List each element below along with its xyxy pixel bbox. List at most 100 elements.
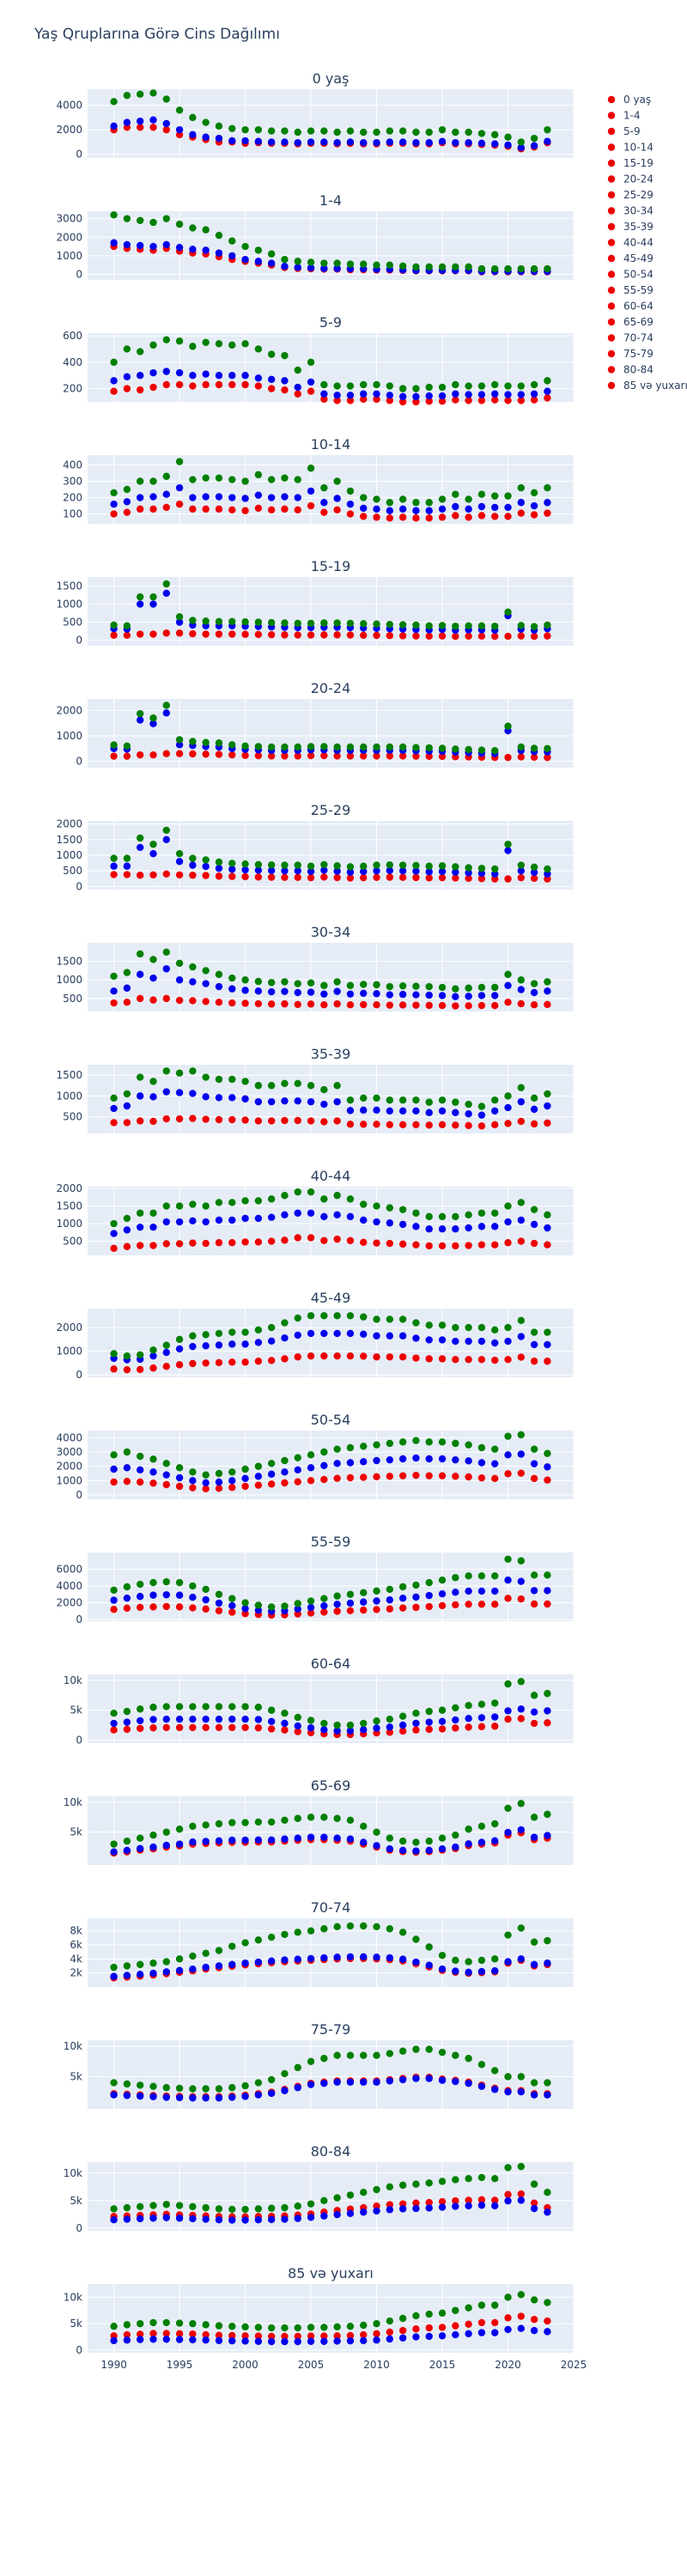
point-male bbox=[425, 1109, 433, 1116]
legend-item[interactable]: 45-49 bbox=[607, 252, 654, 264]
point-total bbox=[346, 1443, 355, 1452]
legend-item[interactable]: 65-69 bbox=[607, 316, 654, 328]
point-male bbox=[281, 1719, 289, 1728]
legend-item[interactable]: 80-84 bbox=[607, 364, 654, 376]
legend-item[interactable]: 55-59 bbox=[607, 284, 654, 296]
point-total bbox=[175, 849, 184, 858]
legend-label: 50-54 bbox=[623, 269, 654, 281]
legend-item[interactable]: 5-9 bbox=[607, 125, 641, 137]
point-male bbox=[307, 138, 315, 146]
point-male bbox=[320, 1833, 328, 1841]
y-tick-label: 0 bbox=[76, 1369, 82, 1381]
legend-item[interactable]: 75-79 bbox=[607, 348, 654, 360]
legend-item[interactable]: 15-19 bbox=[607, 157, 654, 169]
point-total bbox=[281, 2203, 289, 2212]
point-total bbox=[175, 106, 184, 114]
point-total bbox=[241, 1197, 249, 1205]
point-total bbox=[425, 1321, 433, 1329]
point-male bbox=[425, 138, 433, 147]
point-total bbox=[504, 492, 512, 500]
point-total bbox=[136, 834, 144, 842]
point-female bbox=[544, 632, 551, 640]
point-male bbox=[162, 2093, 170, 2101]
point-male bbox=[254, 1214, 263, 1223]
point-male bbox=[149, 849, 157, 858]
point-total bbox=[281, 351, 289, 360]
point-total bbox=[477, 1700, 486, 1708]
y-tick-label: 2000 bbox=[56, 124, 82, 136]
point-total bbox=[281, 619, 289, 627]
point-total bbox=[425, 1837, 433, 1845]
legend-item[interactable]: 20-24 bbox=[607, 173, 654, 185]
legend-item[interactable]: 25-29 bbox=[607, 189, 654, 201]
legend-item[interactable]: 50-54 bbox=[607, 269, 654, 281]
legend-item[interactable]: 40-44 bbox=[607, 237, 654, 249]
point-male bbox=[425, 868, 433, 876]
point-total bbox=[189, 113, 197, 122]
point-female bbox=[254, 1481, 263, 1489]
point-total bbox=[228, 1199, 236, 1206]
point-total bbox=[373, 1202, 380, 1210]
point-male bbox=[465, 2330, 472, 2338]
point-total bbox=[110, 1350, 118, 1358]
point-male bbox=[386, 392, 394, 399]
point-total bbox=[373, 1828, 380, 1836]
legend-item[interactable]: 70-74 bbox=[607, 332, 654, 344]
point-male bbox=[189, 494, 197, 501]
legend-item[interactable]: 35-39 bbox=[607, 221, 654, 233]
legend[interactable]: 0 yaş 1-4 5-9 10-14 15-19 20-24 25-29 30-34 35-3… bbox=[607, 94, 687, 392]
point-male bbox=[189, 2094, 197, 2102]
point-male bbox=[544, 1959, 551, 1967]
y-tick-label: 1000 bbox=[56, 598, 82, 611]
point-female bbox=[360, 752, 368, 760]
point-female bbox=[465, 513, 472, 521]
point-male bbox=[412, 1719, 420, 1728]
point-male bbox=[465, 1224, 472, 1232]
point-total bbox=[346, 863, 355, 871]
point-male bbox=[544, 1707, 551, 1715]
legend-item[interactable]: 85 və yuxarı bbox=[607, 380, 687, 392]
point-female bbox=[504, 875, 512, 883]
point-total bbox=[281, 1192, 289, 1200]
point-male bbox=[267, 2089, 276, 2098]
legend-item[interactable]: 1-4 bbox=[607, 110, 641, 122]
legend-marker bbox=[607, 159, 616, 167]
point-total bbox=[346, 260, 355, 268]
legend-item[interactable]: 10-14 bbox=[607, 142, 654, 154]
y-tick-label: 1000 bbox=[56, 250, 82, 262]
point-male bbox=[110, 1596, 118, 1604]
point-male bbox=[398, 505, 407, 513]
point-total bbox=[189, 224, 197, 232]
point-female bbox=[425, 2324, 433, 2332]
point-male bbox=[360, 1598, 368, 1606]
point-total bbox=[530, 380, 538, 389]
point-total bbox=[320, 619, 328, 627]
legend-item[interactable]: 60-64 bbox=[607, 301, 654, 313]
point-total bbox=[110, 741, 118, 749]
point-male bbox=[110, 377, 118, 385]
point-male bbox=[123, 1102, 131, 1110]
point-total bbox=[215, 1329, 223, 1338]
point-female bbox=[320, 2332, 328, 2340]
point-female bbox=[477, 1473, 486, 1482]
point-male bbox=[425, 2204, 433, 2212]
point-female bbox=[398, 2200, 407, 2208]
point-total bbox=[346, 382, 355, 390]
point-female bbox=[452, 1002, 459, 1010]
point-female bbox=[136, 1242, 144, 1249]
point-female bbox=[307, 1000, 315, 1008]
point-female bbox=[202, 1359, 210, 1367]
point-female bbox=[386, 1239, 394, 1248]
point-total bbox=[504, 1323, 512, 1332]
legend-item[interactable]: 0 yaş bbox=[607, 94, 651, 106]
point-male bbox=[189, 1217, 197, 1224]
point-total bbox=[333, 2194, 341, 2202]
point-male bbox=[294, 1097, 301, 1105]
point-female bbox=[544, 1358, 551, 1365]
point-male bbox=[175, 618, 184, 626]
legend-item[interactable]: 30-34 bbox=[607, 205, 654, 217]
point-male bbox=[398, 990, 407, 999]
point-total bbox=[491, 1572, 499, 1580]
legend-label: 60-64 bbox=[623, 301, 654, 313]
point-male bbox=[398, 2205, 407, 2213]
